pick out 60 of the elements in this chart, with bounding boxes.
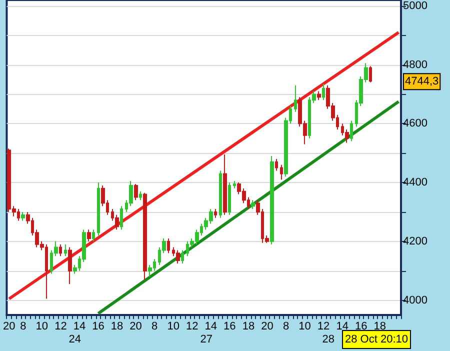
x-tick-label: 8 xyxy=(152,320,158,332)
candlestick xyxy=(120,206,123,230)
x-tick-label: 14 xyxy=(204,320,218,332)
x-tick-label: 18 xyxy=(110,320,124,332)
candlestick xyxy=(68,246,72,285)
candlestick xyxy=(228,182,231,216)
candlestick xyxy=(251,200,255,210)
x-tick-label: 18 xyxy=(374,320,386,332)
x-tick-label: 16 xyxy=(354,320,368,332)
candlestick xyxy=(181,250,184,264)
candlestick xyxy=(369,66,372,83)
candlestick xyxy=(139,190,142,201)
x-tick-label: 12 xyxy=(186,320,198,332)
x-tick-label: 10 xyxy=(167,320,180,332)
candlestick xyxy=(87,229,91,242)
text: 28 xyxy=(322,334,334,346)
x-tick-label: 16 xyxy=(224,320,236,332)
y-tick-label: 4600 xyxy=(403,118,428,130)
x-tick-label: 20 xyxy=(261,320,274,332)
x-tick-label: 20 xyxy=(2,320,16,332)
x-tick-label: 10 xyxy=(36,320,48,332)
candlestick xyxy=(97,182,100,236)
x-tick-label: 14 xyxy=(73,320,86,332)
x-tick-label: 10 xyxy=(298,320,311,332)
x-tick-label: 12 xyxy=(317,320,330,332)
candlestick xyxy=(233,180,236,189)
candlestick xyxy=(134,183,138,201)
candlestick xyxy=(270,156,274,245)
candlestick xyxy=(219,170,222,218)
candlestick xyxy=(275,158,278,172)
candlestick xyxy=(214,208,217,218)
x-tick-label: 14 xyxy=(336,320,348,332)
candlestick xyxy=(176,250,180,264)
candlestick xyxy=(167,238,170,254)
text: 28 Oct 20:10 xyxy=(345,334,408,346)
x-tick-label: 8 xyxy=(282,320,290,332)
y-tick-label: 4800 xyxy=(403,58,428,71)
candlestick xyxy=(64,244,67,257)
candlestick xyxy=(350,120,353,142)
text: 27 xyxy=(200,334,212,346)
y-tick-label: 4400 xyxy=(403,176,428,189)
candlestick xyxy=(294,84,297,112)
annotation: 4744,3 xyxy=(405,76,439,88)
x-tick-label: 8 xyxy=(20,320,26,332)
y-tick-label: 4000 xyxy=(403,294,428,306)
candlestick xyxy=(143,192,147,280)
candlestick xyxy=(92,229,95,242)
candlestick xyxy=(223,154,227,216)
x-tick-label: 16 xyxy=(92,320,104,332)
x-tick-label: 12 xyxy=(54,320,67,332)
y-tick-label: 4200 xyxy=(403,235,428,248)
candlestick xyxy=(317,90,321,101)
y-tick-label: 5000 xyxy=(403,0,428,12)
candlestick xyxy=(280,164,283,180)
x-tick-label: 18 xyxy=(242,320,255,332)
candlestick xyxy=(59,244,62,257)
text: 24 xyxy=(68,334,82,346)
candlestick xyxy=(322,83,325,101)
candlestick xyxy=(21,211,25,222)
x-tick-label: 20 xyxy=(130,320,142,332)
